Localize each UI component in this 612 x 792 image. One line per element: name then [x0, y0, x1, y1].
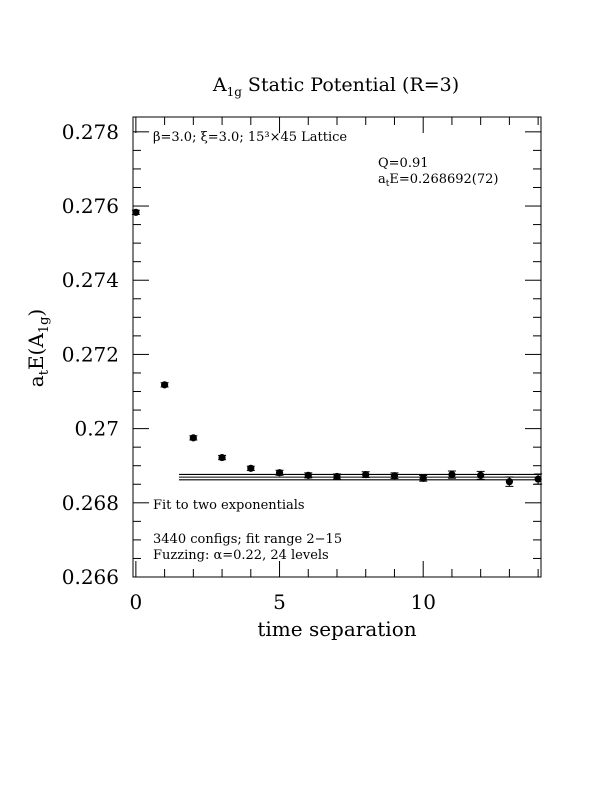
data-point — [333, 472, 341, 481]
point-marker — [304, 471, 312, 479]
fuzzing-annotation: Fuzzing: α=0.22, 24 levels — [153, 548, 329, 563]
data-point — [189, 434, 198, 442]
point-marker — [275, 469, 284, 477]
data-point — [304, 471, 313, 479]
y-tick-label: 0.274 — [62, 268, 119, 292]
fit-description: Fit to two exponentials — [153, 498, 305, 513]
point-marker — [448, 471, 456, 479]
data-point — [390, 472, 399, 480]
y-tick-label: 0.266 — [62, 565, 119, 589]
point-marker — [362, 471, 370, 479]
data-point — [160, 381, 169, 389]
chart-title: A1g Static Potential (R=3) — [212, 74, 459, 99]
point-marker — [161, 381, 169, 389]
data-point — [131, 208, 140, 216]
y-axis-label: atE(A1g) — [24, 309, 52, 387]
fit-band — [178, 473, 541, 481]
y-tick-label: 0.276 — [62, 194, 119, 218]
axis-ticks — [133, 117, 541, 578]
data-point — [275, 469, 284, 477]
energy-annotation: atE=0.268692(72) — [378, 172, 499, 189]
axis-tick-labels: 0 5 10 0.266 0.268 0.27 0.272 0.274 0.276 0.278 — [62, 120, 436, 614]
point-marker — [419, 474, 427, 482]
y-tick-label: 0.268 — [62, 491, 119, 515]
y-tick-label: 0.278 — [62, 120, 119, 144]
configs-annotation: 3440 configs; fit range 2−15 — [153, 532, 342, 547]
point-marker — [218, 453, 226, 462]
x-tick-label: 0 — [130, 590, 143, 614]
data-point — [361, 471, 370, 479]
lattice-annotation: β=3.0; ξ=3.0; 15³×45 Lattice — [153, 130, 347, 145]
x-tick-label: 10 — [410, 590, 435, 614]
x-tick-label: 5 — [273, 590, 286, 614]
q-value-annotation: Q=0.91 — [378, 156, 429, 171]
x-axis-label: time separation — [257, 617, 416, 641]
data-point — [447, 470, 456, 479]
point-marker — [132, 208, 140, 216]
point-marker — [247, 464, 255, 472]
data-points — [131, 208, 543, 487]
point-marker — [390, 472, 399, 480]
data-point — [419, 474, 428, 482]
data-point — [505, 476, 514, 487]
point-marker — [505, 478, 513, 486]
point-marker — [189, 434, 197, 442]
y-tick-label: 0.272 — [62, 342, 119, 366]
point-marker — [333, 472, 341, 481]
y-tick-label: 0.27 — [74, 417, 119, 441]
data-point — [218, 453, 227, 462]
data-point — [476, 470, 485, 480]
point-marker — [477, 471, 485, 479]
data-point — [534, 473, 543, 485]
data-point — [246, 464, 255, 472]
point-marker — [534, 475, 542, 483]
